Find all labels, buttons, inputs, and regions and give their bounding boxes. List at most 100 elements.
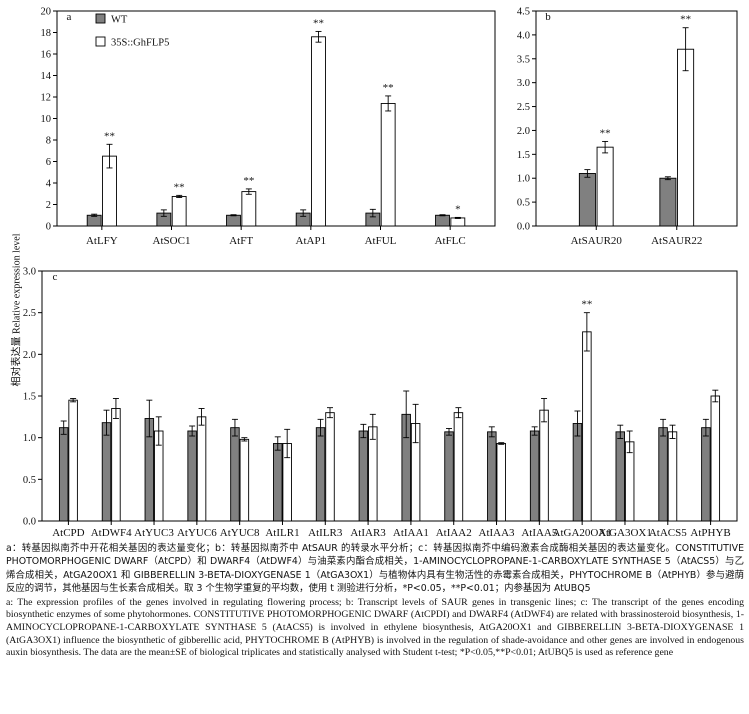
category-label: AtYUC3 xyxy=(134,527,174,539)
category-label: AtSAUR22 xyxy=(651,235,702,247)
bar-transgenic xyxy=(241,191,257,227)
category-label: AtFUL xyxy=(365,235,397,247)
legend-swatch-transgenic xyxy=(95,36,106,47)
bar-wt xyxy=(578,172,596,227)
y-tick-label: 1.5 xyxy=(23,392,36,403)
y-tick-label: 2.5 xyxy=(23,308,36,319)
significance-mark: ** xyxy=(313,17,324,29)
bar-transgenic xyxy=(710,395,721,522)
significance-mark: * xyxy=(455,203,461,215)
y-tick-label: 3.0 xyxy=(23,267,36,278)
significance-mark: ** xyxy=(600,127,611,139)
y-tick-label: 4 xyxy=(46,179,52,190)
y-tick-label: 2.0 xyxy=(23,350,36,361)
category-label: AtILR1 xyxy=(265,527,299,539)
bar-transgenic xyxy=(325,412,335,522)
category-label: AtIAR3 xyxy=(350,527,386,539)
legend-label-wt: WT xyxy=(111,15,128,26)
category-label: AtACS5 xyxy=(649,527,687,539)
bar-wt xyxy=(226,214,241,227)
y-axis-label: 相对表达量 Relative expression level xyxy=(2,180,28,440)
panel-label-c: c xyxy=(53,271,58,283)
bar-transgenic xyxy=(450,217,466,227)
bar-transgenic xyxy=(582,331,592,522)
category-label: AtCPD xyxy=(52,527,84,539)
significance-mark: ** xyxy=(243,175,254,187)
y-tick-label: 4.5 xyxy=(517,7,530,18)
bar-wt xyxy=(187,430,197,522)
bar-transgenic xyxy=(667,431,678,522)
y-tick-label: 2 xyxy=(46,200,51,211)
legend-label-transgenic: 35S::GhFLP5 xyxy=(111,38,169,49)
y-tick-label: 1.0 xyxy=(517,174,530,185)
bar-transgenic xyxy=(496,443,506,522)
category-label: AtIAA2 xyxy=(436,527,472,539)
category-label: AtSAUR20 xyxy=(571,235,623,247)
bar-wt xyxy=(659,177,677,227)
y-tick-label: 2.0 xyxy=(517,126,530,137)
bar-transgenic xyxy=(380,102,396,227)
bar-wt xyxy=(487,431,497,522)
bar-wt xyxy=(658,427,668,522)
bar-wt xyxy=(230,427,240,522)
category-label: AtILR3 xyxy=(308,527,343,539)
panel-label-b: b xyxy=(545,11,551,23)
category-label: AtSOC1 xyxy=(153,235,191,247)
bar-wt xyxy=(529,430,540,522)
category-label: AtFT xyxy=(229,235,253,247)
bar-wt xyxy=(86,214,102,227)
bar-transgenic xyxy=(596,146,614,227)
category-label: AtGA3OX1 xyxy=(598,527,652,539)
bar-wt xyxy=(572,423,583,522)
y-tick-label: 0 xyxy=(46,222,51,233)
y-tick-label: 0.5 xyxy=(517,198,530,209)
figure-caption: a：转基因拟南芥中开花相关基因的表达量变化；b：转基因拟南芥中 AtSAUR 的… xyxy=(6,542,744,661)
y-tick-label: 2.5 xyxy=(517,102,530,113)
panel-label-a: a xyxy=(67,11,72,23)
y-tick-label: 1.0 xyxy=(23,433,36,444)
bar-wt xyxy=(435,214,450,227)
category-label: AtPHYB xyxy=(690,527,730,539)
bar-wt xyxy=(615,431,625,522)
caption-english: a: The expression profiles of the genes … xyxy=(6,596,744,659)
y-tick-label: 10 xyxy=(41,114,52,125)
significance-mark: ** xyxy=(383,82,394,94)
y-tick-label: 3.0 xyxy=(517,78,530,89)
bar-wt xyxy=(315,427,326,522)
bar-wt xyxy=(101,422,112,522)
category-label: AtIAA3 xyxy=(479,527,516,539)
legend-swatch-wt xyxy=(95,13,106,24)
category-label: AtFLC xyxy=(435,235,466,247)
bar-transgenic xyxy=(368,426,378,522)
y-tick-label: 14 xyxy=(41,71,52,82)
y-tick-label: 0.0 xyxy=(23,517,36,528)
y-tick-label: 18 xyxy=(41,28,52,39)
y-tick-label: 0.5 xyxy=(23,475,36,486)
category-label: AtAP1 xyxy=(296,235,327,247)
panel-b-frame xyxy=(535,10,738,227)
category-label: AtDWF4 xyxy=(91,527,132,539)
bar-transgenic xyxy=(453,412,464,522)
bar-wt xyxy=(273,443,283,522)
bar-wt xyxy=(58,427,69,522)
category-label: AtYUC6 xyxy=(177,527,217,539)
significance-mark: ** xyxy=(104,130,115,142)
y-axis-label-text: 相对表达量 Relative expression level xyxy=(11,233,23,387)
bar-transgenic xyxy=(311,36,326,227)
y-tick-label: 12 xyxy=(41,93,52,104)
y-tick-label: 4.0 xyxy=(517,30,530,41)
bar-wt xyxy=(444,431,454,522)
y-tick-label: 20 xyxy=(41,7,52,18)
bar-transgenic xyxy=(539,409,549,522)
category-label: AtYUC8 xyxy=(220,527,260,539)
significance-mark: ** xyxy=(680,14,691,26)
y-tick-label: 6 xyxy=(46,157,51,168)
y-tick-label: 0.0 xyxy=(517,222,530,233)
bar-transgenic xyxy=(111,408,121,522)
significance-mark: ** xyxy=(581,299,592,311)
bar-wt xyxy=(358,430,369,522)
bar-transgenic xyxy=(239,438,250,522)
category-label: AtIAA1 xyxy=(393,527,429,539)
category-label: AtGA20OX1 xyxy=(553,527,612,539)
y-tick-label: 8 xyxy=(46,136,51,147)
